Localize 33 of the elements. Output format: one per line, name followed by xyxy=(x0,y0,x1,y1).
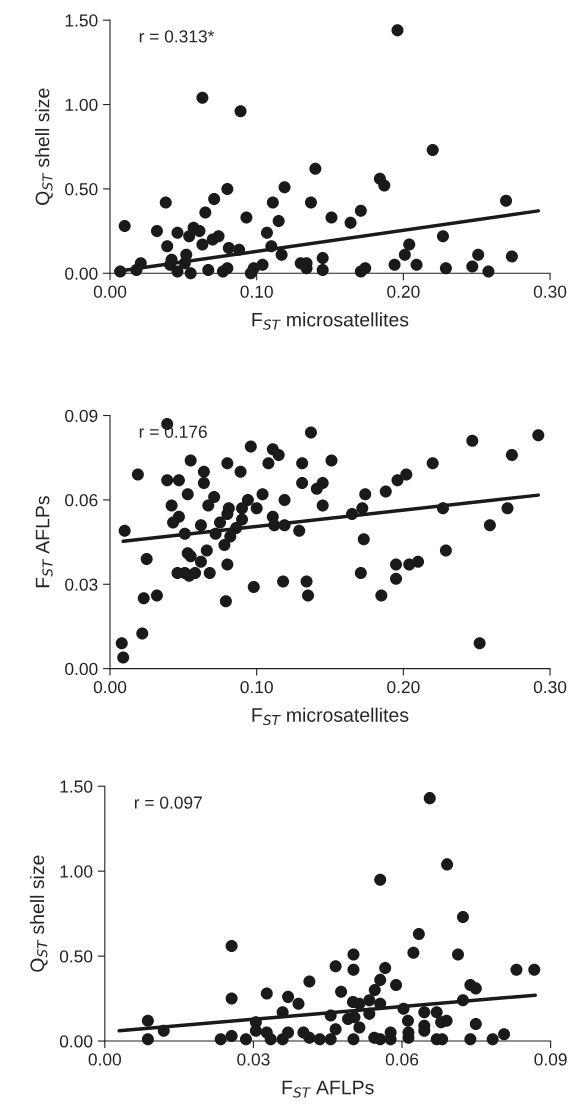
y-tick-label: 0.50 xyxy=(65,183,98,196)
y-tick-label: 1.00 xyxy=(60,865,93,878)
annotation: r = 0.176 xyxy=(139,425,207,438)
annotation: r = 0.097 xyxy=(134,796,202,809)
x-tick-label: 0.10 xyxy=(240,285,273,298)
x-tick-label: 0.20 xyxy=(387,680,420,694)
y-tick-label: 0.50 xyxy=(59,950,93,963)
x-axis-title: F$_{ST}$ AFLPs xyxy=(282,1080,374,1098)
x-tick-label: 0.00 xyxy=(93,680,127,694)
y-tick-label: 0.09 xyxy=(65,409,98,422)
y-axis-title: Q$_{ST}$ shell size xyxy=(35,88,53,205)
x-tick-label: 0.20 xyxy=(387,285,420,298)
x-axis-title: F$_{ST}$ microsatellites xyxy=(252,707,409,726)
y-tick-label: 0.00 xyxy=(59,1035,93,1048)
x-tick-label: 0.03 xyxy=(237,1053,270,1066)
y-tick-label: 1.50 xyxy=(65,14,98,27)
y-tick-label: 0.00 xyxy=(65,662,98,676)
y-tick-label: 0.06 xyxy=(65,494,98,507)
y-tick-label: 1.00 xyxy=(65,98,98,111)
y-tick-label: 1.50 xyxy=(60,780,93,793)
x-tick-label: 0.30 xyxy=(533,680,567,694)
x-tick-label: 0.09 xyxy=(534,1053,567,1066)
x-axis-title: F$_{ST}$ microsatellites xyxy=(252,312,409,330)
y-tick-label: 0.03 xyxy=(65,578,98,591)
x-tick-label: 0.06 xyxy=(385,1053,419,1066)
annotation: r = 0.313* xyxy=(139,30,215,43)
x-tick-label: 0.10 xyxy=(240,680,273,694)
y-axis-title: F$_{ST}$ AFLPs xyxy=(35,496,53,588)
y-axis-title: Q$_{ST}$ shell size xyxy=(29,855,48,972)
x-tick-label: 0.30 xyxy=(533,285,567,298)
x-tick-label: 0.00 xyxy=(93,285,127,298)
y-tick-label: 0.00 xyxy=(65,267,98,280)
x-tick-label: 0.00 xyxy=(88,1053,122,1066)
